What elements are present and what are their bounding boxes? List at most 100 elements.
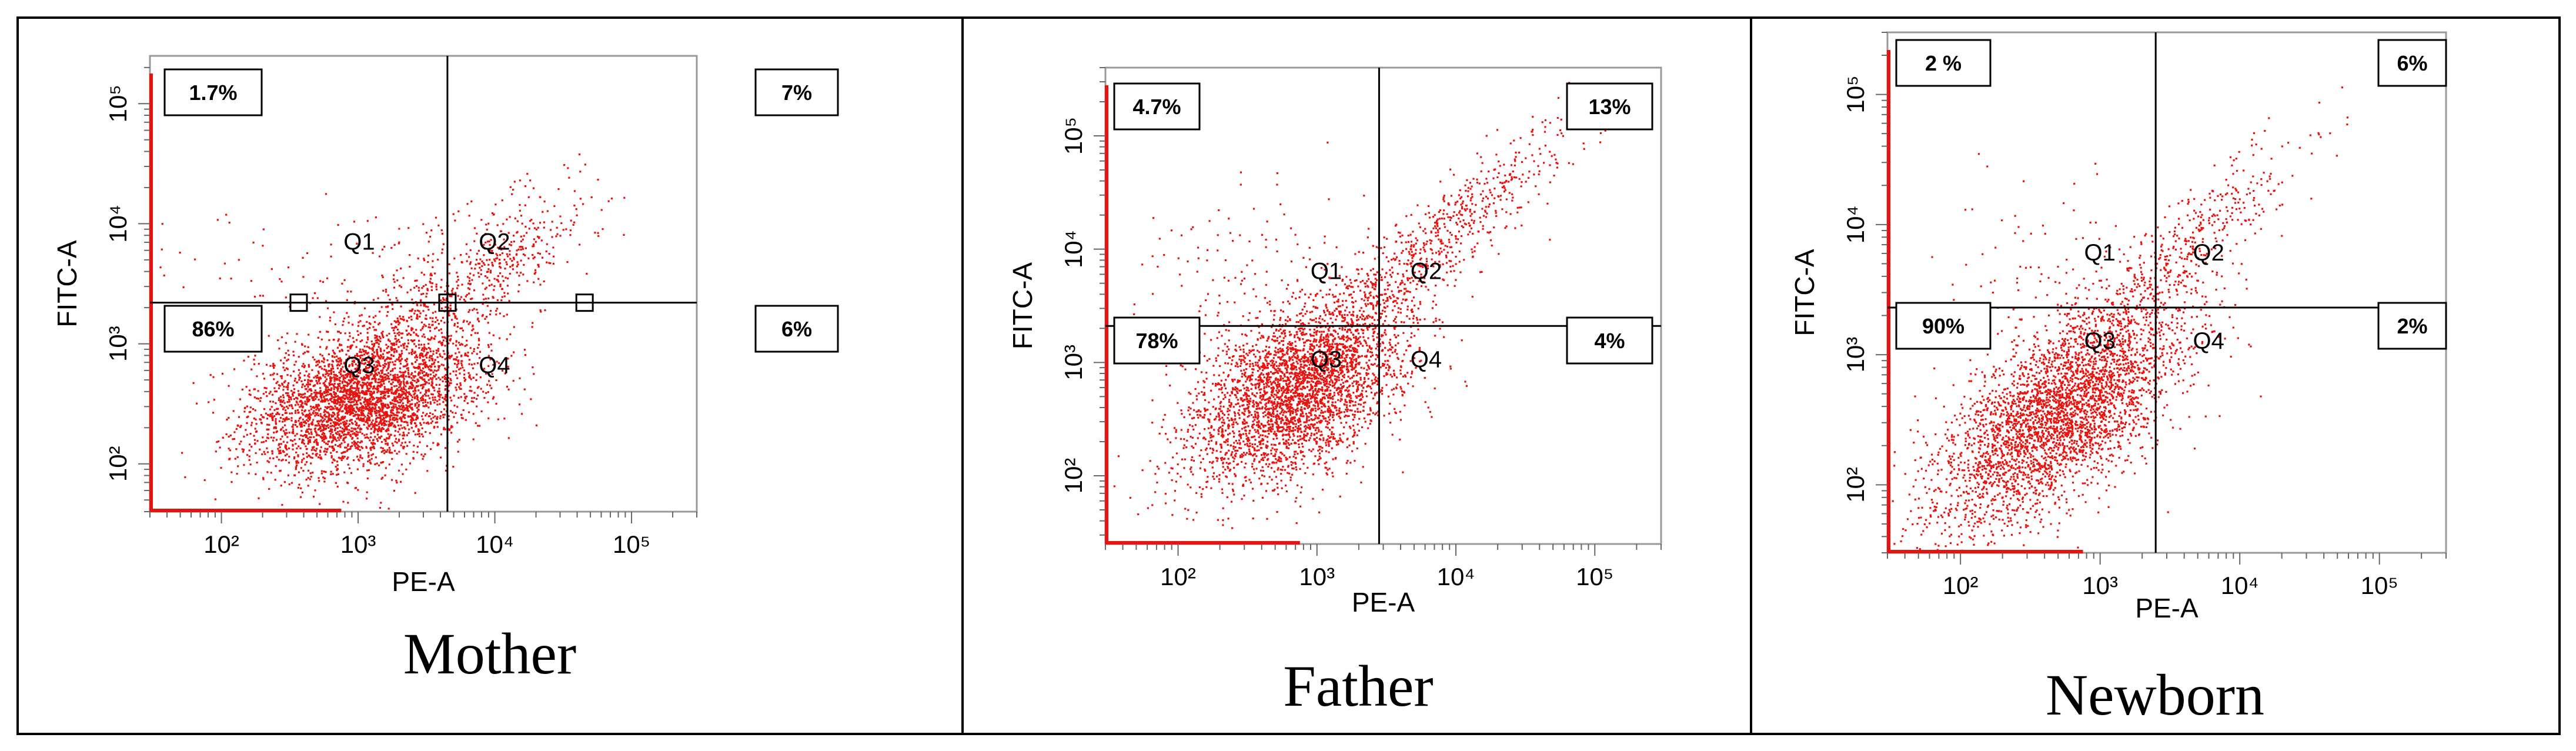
event-dot [1315,410,1317,412]
event-dot [161,248,163,251]
event-dot [399,371,401,373]
event-dot [477,425,479,427]
event-dot [415,361,417,363]
event-dot [337,340,339,342]
event-dot [417,335,419,337]
event-dot [531,326,533,328]
event-dot [296,447,298,450]
event-dot [422,326,425,328]
event-dot [433,363,435,365]
event-dot [1355,340,1357,342]
event-dot [359,399,362,401]
event-dot [370,442,373,444]
event-dot [1337,399,1339,401]
event-dot [455,370,457,372]
event-dot [366,491,368,493]
event-dot [322,439,325,441]
event-dot [387,362,389,364]
event-dot [421,376,423,379]
event-dot [292,440,294,442]
event-dot [322,432,325,434]
event-dot [306,430,309,433]
event-dot [401,318,403,321]
event-dot [379,398,382,400]
event-dot [306,430,308,433]
event-dot [376,388,378,390]
event-dot [506,253,508,255]
event-dot [1241,460,1243,463]
event-dot [395,398,397,400]
percent-box-q3 [163,305,263,353]
event-dot [420,453,423,456]
y-axis-title: FITC-A [52,240,82,328]
event-dot [488,279,490,282]
event-dot [339,457,341,459]
event-dot [409,289,412,291]
event-dot [415,419,417,421]
event-dot [286,453,288,456]
event-dot [369,383,372,385]
event-dot [268,414,270,416]
event-dot [463,373,466,376]
event-dot [325,193,328,195]
event-dot [342,324,344,326]
event-dot [303,443,305,445]
event-dot [377,323,380,326]
event-dot [366,417,369,419]
event-dot [1325,305,1327,307]
event-dot [329,405,332,408]
event-dot [456,366,459,368]
event-dot [273,409,276,411]
event-dot [338,424,340,426]
event-dot [306,351,309,353]
event-dot [422,386,425,388]
event-dot [363,392,366,394]
event-dot [433,426,436,428]
event-dot [300,343,303,345]
event-dot [400,371,402,373]
event-dot [384,474,386,476]
event-dot [1288,472,1291,475]
event-dot [383,422,386,425]
event-dot [315,431,318,433]
gate-handle[interactable] [438,293,457,312]
event-dot [302,256,304,259]
event-dot [320,456,322,459]
gate-handle[interactable] [575,293,594,312]
event-dot [356,386,358,388]
event-dot [353,442,356,445]
event-dot [1280,420,1282,423]
event-dot [419,372,421,375]
event-dot [410,395,412,397]
event-dot [440,393,442,396]
event-dot [286,392,289,395]
event-dot [445,469,447,472]
event-dot [444,388,447,390]
gate-handle[interactable] [289,293,308,312]
event-dot [460,362,463,365]
event-dot [487,365,490,367]
event-dot [1312,404,1315,406]
event-dot [323,428,325,430]
event-dot [292,432,295,435]
event-dot [422,359,424,361]
event-dot [509,186,512,188]
event-dot [323,409,326,411]
event-dot [1224,441,1227,443]
event-dot [447,335,450,338]
event-dot [427,342,430,345]
event-dot [477,249,480,252]
event-dot [390,433,392,436]
event-dot [242,449,245,451]
event-dot [346,458,348,460]
event-dot [269,365,272,367]
event-dot [1325,461,1328,463]
event-dot [1288,410,1291,412]
event-dot [1251,466,1254,468]
event-dot [333,412,335,414]
event-dot [427,406,430,409]
event-dot [453,257,456,260]
event-dot [1161,426,1163,428]
event-dot [487,222,490,225]
event-dot [1333,368,1335,371]
